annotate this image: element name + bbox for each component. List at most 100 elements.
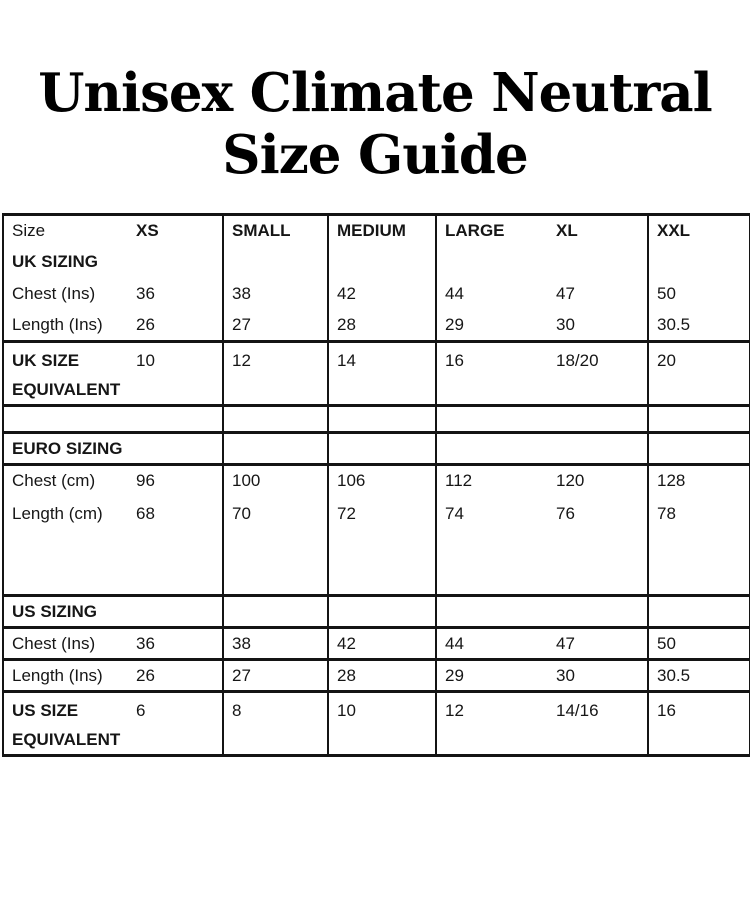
cell: 30 [548, 659, 649, 693]
table-row-us-sizing: US SIZING [3, 595, 750, 629]
cell: 47 [548, 627, 649, 661]
cell: 50 [648, 627, 750, 661]
cell: 18/20 [548, 341, 649, 407]
cell [328, 432, 437, 466]
cell: 44 [445, 284, 464, 303]
cell: 38 [223, 627, 329, 661]
column-header-large: LARGE [445, 221, 505, 241]
cell: 96 [128, 464, 224, 496]
table-row-euro-chest: Chest (cm) 96 100 106 112 120 128 [3, 464, 750, 496]
cell: 50 [657, 284, 676, 303]
row-label: Length (Ins) [3, 309, 128, 343]
table-row-uk-length: Length (Ins) 26 27 28 29 30 30.5 [3, 309, 750, 343]
cell [328, 405, 437, 434]
cell: 26 [128, 309, 224, 343]
row-label: Chest (Ins) [3, 627, 128, 661]
cell [128, 245, 224, 278]
cell [548, 405, 649, 434]
row-label: EURO SIZING [3, 432, 128, 466]
table-row-euro-sizing: EURO SIZING [3, 432, 750, 466]
cell [328, 245, 437, 278]
cell [548, 245, 649, 278]
cell: 28 [328, 659, 437, 693]
cell [436, 405, 548, 434]
cell: 112 [445, 471, 473, 491]
cell: 68 [128, 495, 224, 597]
cell: 6 [128, 691, 224, 756]
table-header-row: Size XS SMALL MEDIUM LARGE XL XXL [3, 214, 750, 246]
column-header-xs: XS [128, 214, 224, 246]
column-header-xl: XL [548, 214, 649, 246]
row-label: US SIZE EQUIVALENT [12, 701, 121, 749]
cell: 10 [328, 691, 437, 756]
cell: 26 [128, 659, 224, 693]
cell: 128 [657, 471, 686, 491]
table-row-spacer [3, 405, 750, 434]
cell: 106 [328, 464, 437, 496]
cell [128, 405, 224, 434]
cell: 20 [648, 341, 750, 407]
cell: 30 [548, 309, 649, 343]
cell [436, 432, 548, 466]
cell: 42 [328, 277, 437, 310]
cell: 42 [328, 627, 437, 661]
cell [648, 595, 750, 629]
cell [548, 595, 649, 629]
table-row-us-length: Length (Ins) 26 27 28 29 30 30.5 [3, 659, 750, 693]
row-label: UK SIZING [12, 252, 98, 271]
cell [223, 405, 329, 434]
page-title-line-2: Size Guide [222, 124, 528, 186]
cell: 76 [548, 495, 649, 597]
size-guide-table: Size XS SMALL MEDIUM LARGE XL XXL UK SIZ… [2, 213, 750, 757]
cell [128, 432, 224, 466]
table-row-us-chest: Chest (Ins) 36 38 42 44 47 50 [3, 627, 750, 661]
cell: 10 [128, 341, 224, 407]
cell: 28 [328, 309, 437, 343]
table-row-uk-chest: Chest (Ins) 36 38 42 44 47 50 [3, 277, 750, 310]
cell: 16 [436, 341, 548, 407]
cell [223, 245, 329, 278]
cell [648, 246, 750, 278]
cell: 30.5 [648, 309, 750, 343]
cell: 16 [657, 701, 676, 720]
cell: 27 [223, 309, 329, 343]
row-label: US SIZING [3, 595, 128, 629]
cell: 36 [128, 627, 224, 661]
table-row-us-size-equivalent: US SIZE EQUIVALENT 6 8 10 12 14/16 16 [3, 691, 750, 756]
row-label [3, 405, 128, 434]
cell [328, 595, 437, 629]
cell: 8 [223, 691, 329, 756]
cell: 14/16 [548, 691, 649, 756]
cell: 14 [328, 341, 437, 407]
cell: 27 [223, 659, 329, 693]
corner-label: Size [12, 221, 46, 241]
cell: 38 [223, 277, 329, 310]
cell: 12 [445, 701, 464, 720]
table-row-uk-size-equivalent: UK SIZE EQUIVALENT 10 12 14 16 18/20 20 [3, 341, 750, 407]
cell [436, 595, 548, 629]
cell [548, 432, 649, 466]
cell: 72 [328, 495, 437, 597]
column-header-xxl: XXL [657, 221, 691, 241]
cell: 29 [436, 659, 548, 693]
cell: 12 [223, 341, 329, 407]
cell [648, 405, 750, 434]
cell: 36 [128, 277, 224, 310]
column-header-medium: MEDIUM [328, 214, 437, 246]
row-label: Length (Ins) [3, 659, 128, 693]
row-label: Chest (Ins) [12, 284, 96, 303]
page-title: Unisex Climate Neutral Size Guide [0, 0, 750, 186]
cell: 47 [548, 277, 649, 310]
row-label: Length (cm) [3, 495, 128, 597]
cell: 30.5 [648, 659, 750, 693]
cell: 70 [223, 495, 329, 597]
cell [648, 432, 750, 466]
table-row-uk-sizing: UK SIZING [3, 245, 750, 278]
cell: 44 [436, 627, 548, 661]
row-label: UK SIZE EQUIVALENT [3, 341, 128, 407]
row-label: Chest (cm) [12, 471, 96, 491]
page-title-line-1: Unisex Climate Neutral [38, 62, 713, 124]
cell: 100 [223, 464, 329, 496]
cell: 29 [436, 309, 548, 343]
